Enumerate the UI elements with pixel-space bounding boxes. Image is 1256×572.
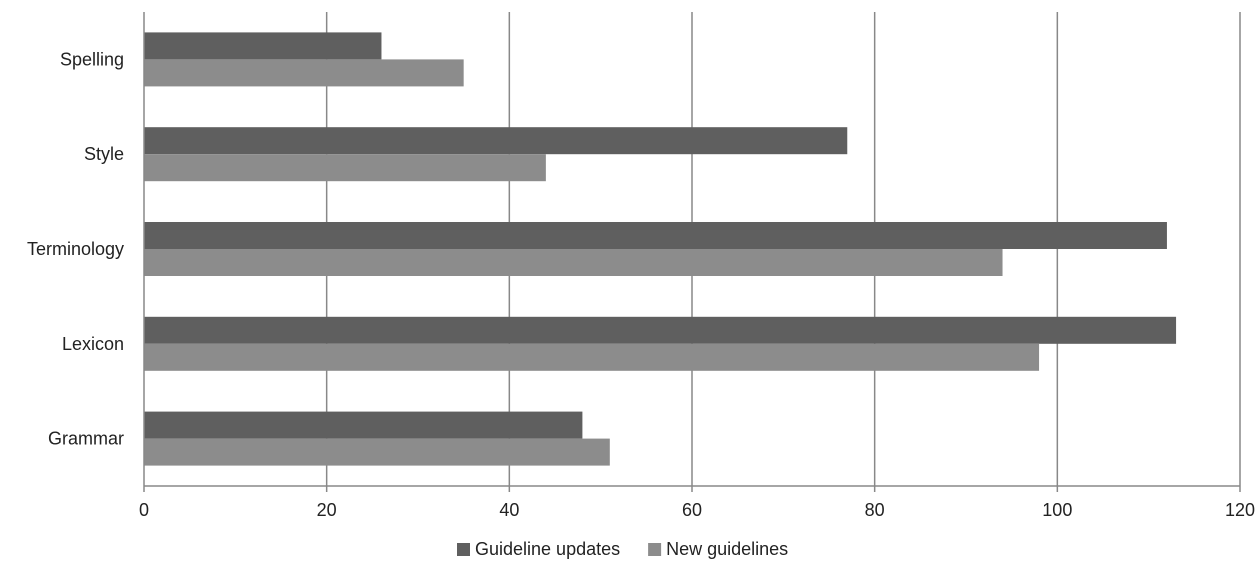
- x-tick-label-20: 20: [317, 500, 337, 520]
- bar-lexicon-series-1: [144, 316, 1177, 344]
- category-labels: Spelling Style Terminology Lexicon Grammar: [27, 49, 124, 448]
- bar-lexicon-series-2: [144, 343, 1040, 371]
- category-label-grammar: Grammar: [48, 429, 124, 449]
- x-tick-label-0: 0: [139, 500, 149, 520]
- legend-label-2: New guidelines: [666, 539, 788, 559]
- x-tick-labels: 0 20 40 60 80 100 120: [139, 500, 1255, 520]
- x-tick-label-60: 60: [682, 500, 702, 520]
- category-label-spelling: Spelling: [60, 49, 124, 69]
- bar-terminology-series-1: [144, 222, 1167, 249]
- bar-style-series-1: [144, 127, 848, 155]
- x-tick-label-40: 40: [499, 500, 519, 520]
- category-label-terminology: Terminology: [27, 239, 124, 259]
- category-label-lexicon: Lexicon: [62, 334, 124, 354]
- category-label-style: Style: [84, 144, 124, 164]
- bar-grammar-series-2: [144, 438, 610, 466]
- legend-label-1: Guideline updates: [475, 539, 620, 559]
- legend-swatch-1: [457, 543, 470, 556]
- x-tick-label-80: 80: [865, 500, 885, 520]
- bar-style-series-2: [144, 154, 546, 182]
- axes: [143, 12, 1241, 492]
- x-tick-label-120: 120: [1225, 500, 1255, 520]
- bar-spelling-series-2: [144, 59, 464, 87]
- bar-terminology-series-2: [144, 249, 1003, 276]
- bar-spelling-series-1: [144, 32, 382, 60]
- bar-grammar-series-1: [144, 411, 583, 439]
- bars: [144, 32, 1177, 466]
- legend: Guideline updates New guidelines: [457, 539, 788, 559]
- legend-swatch-2: [648, 543, 662, 556]
- x-tick-label-100: 100: [1042, 500, 1072, 520]
